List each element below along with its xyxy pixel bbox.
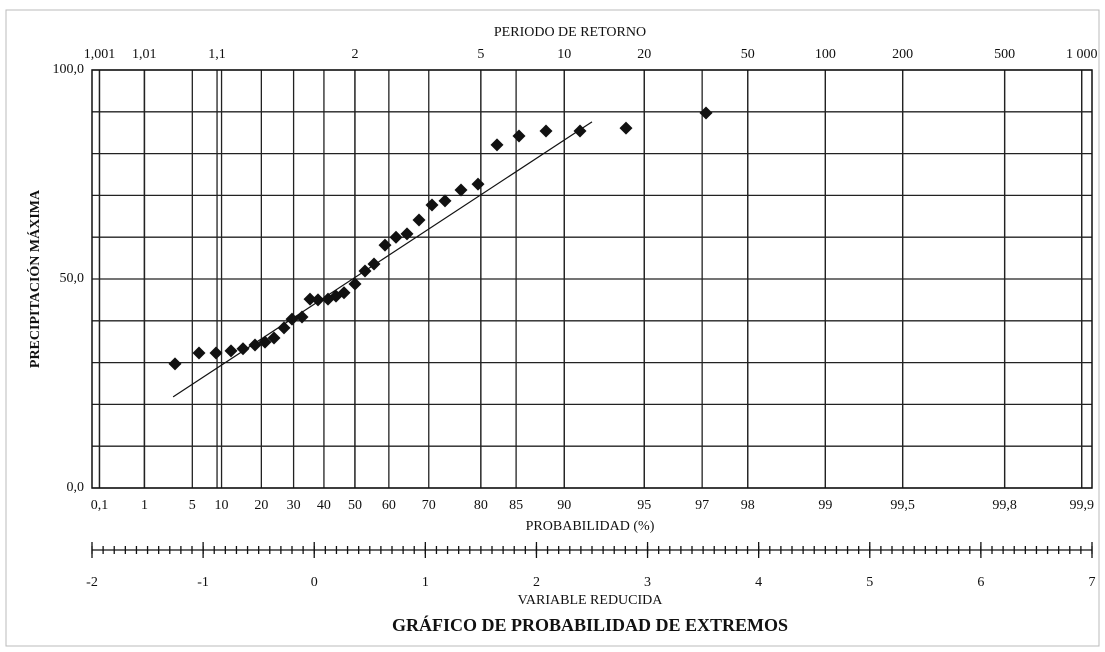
x-tick-label: 3 (644, 575, 651, 590)
x-axis-label: VARIABLE REDUCIDA (518, 593, 664, 608)
probability-tick-label: 60 (382, 498, 396, 513)
return-period-label: PERIODO DE RETORNO (494, 25, 646, 40)
data-point (490, 138, 504, 152)
chart-title: GRÁFICO DE PROBABILIDAD DE EXTREMOS (392, 614, 788, 635)
return-period-tick-label: 1,01 (132, 47, 157, 62)
return-period-tick-label: 1,001 (84, 47, 116, 62)
x-tick-label: 7 (1089, 575, 1096, 590)
data-point (573, 124, 587, 138)
probability-tick-label: 99 (818, 498, 832, 513)
x-tick-label: -2 (86, 575, 98, 590)
return-period-tick-label: 5 (477, 47, 484, 62)
probability-tick-label: 20 (254, 498, 268, 513)
data-point (619, 121, 633, 135)
data-point (358, 264, 372, 278)
data-point (295, 310, 309, 324)
data-point (438, 194, 452, 208)
x-tick-label: -1 (197, 575, 209, 590)
return-period-tick-label: 50 (741, 47, 755, 62)
data-point (224, 344, 238, 358)
probability-tick-label: 0,1 (91, 498, 109, 513)
y-tick-label: 50,0 (60, 271, 85, 286)
data-point (285, 312, 299, 326)
data-point (337, 286, 351, 300)
y-axis-label: PRECIPITACIÓN MÁXIMA (26, 189, 43, 368)
x-tick-label: 4 (755, 575, 762, 590)
probability-tick-label: 90 (557, 498, 571, 513)
probability-tick-label: 70 (422, 498, 436, 513)
return-period-tick-label: 10 (557, 47, 571, 62)
data-point (378, 238, 392, 252)
return-period-tick-label: 500 (994, 47, 1015, 62)
data-point (425, 198, 439, 212)
data-point (389, 230, 403, 244)
x-tick-label: 1 (422, 575, 429, 590)
data-point (209, 346, 223, 360)
probability-tick-label: 97 (695, 498, 709, 513)
return-period-tick-label: 1,1 (208, 47, 226, 62)
return-period-tick-label: 1 000 (1066, 47, 1098, 62)
data-point (267, 331, 281, 345)
x-tick-label: 6 (977, 575, 984, 590)
probability-tick-label: 1 (141, 498, 148, 513)
data-point (248, 338, 262, 352)
probability-tick-label: 85 (509, 498, 523, 513)
data-point (348, 277, 362, 291)
probability-tick-label: 99,5 (890, 498, 915, 513)
probability-tick-label: 95 (637, 498, 651, 513)
data-point (512, 129, 526, 143)
data-point (303, 292, 317, 306)
data-point (258, 335, 272, 349)
probability-tick-label: 99,9 (1069, 498, 1094, 513)
return-period-tick-label: 200 (892, 47, 913, 62)
data-point (192, 346, 206, 360)
x-tick-label: 5 (866, 575, 873, 590)
frame (5, 9, 1100, 647)
plot-frame (91, 69, 1093, 489)
data-point (699, 106, 713, 120)
probability-tick-label: 99,8 (992, 498, 1017, 513)
data-point (367, 257, 381, 271)
probability-tick-label: 80 (474, 498, 488, 513)
return-period-tick-label: 100 (815, 47, 836, 62)
trend-line (172, 121, 593, 398)
x-tick-label: 0 (311, 575, 318, 590)
probability-tick-label: 98 (741, 498, 755, 513)
probability-tick-label: 30 (287, 498, 301, 513)
probability-tick-label: 10 (215, 498, 229, 513)
data-point (539, 124, 553, 138)
data-point (277, 321, 291, 335)
data-point (412, 213, 426, 227)
probability-tick-label: 40 (317, 498, 331, 513)
x-tick-label: 2 (533, 575, 540, 590)
return-period-tick-label: 2 (351, 47, 358, 62)
probability-tick-label: 5 (189, 498, 196, 513)
data-point (236, 342, 250, 356)
y-tick-label: 100,0 (53, 62, 85, 77)
return-period-tick-label: 20 (637, 47, 651, 62)
data-point (400, 227, 414, 241)
probability-tick-label: 50 (348, 498, 362, 513)
data-point (311, 293, 325, 307)
data-point (471, 177, 485, 191)
y-tick-label: 0,0 (67, 480, 85, 495)
probability-label: PROBABILIDAD (%) (526, 519, 655, 534)
data-point (454, 183, 468, 197)
data-point (168, 357, 182, 371)
